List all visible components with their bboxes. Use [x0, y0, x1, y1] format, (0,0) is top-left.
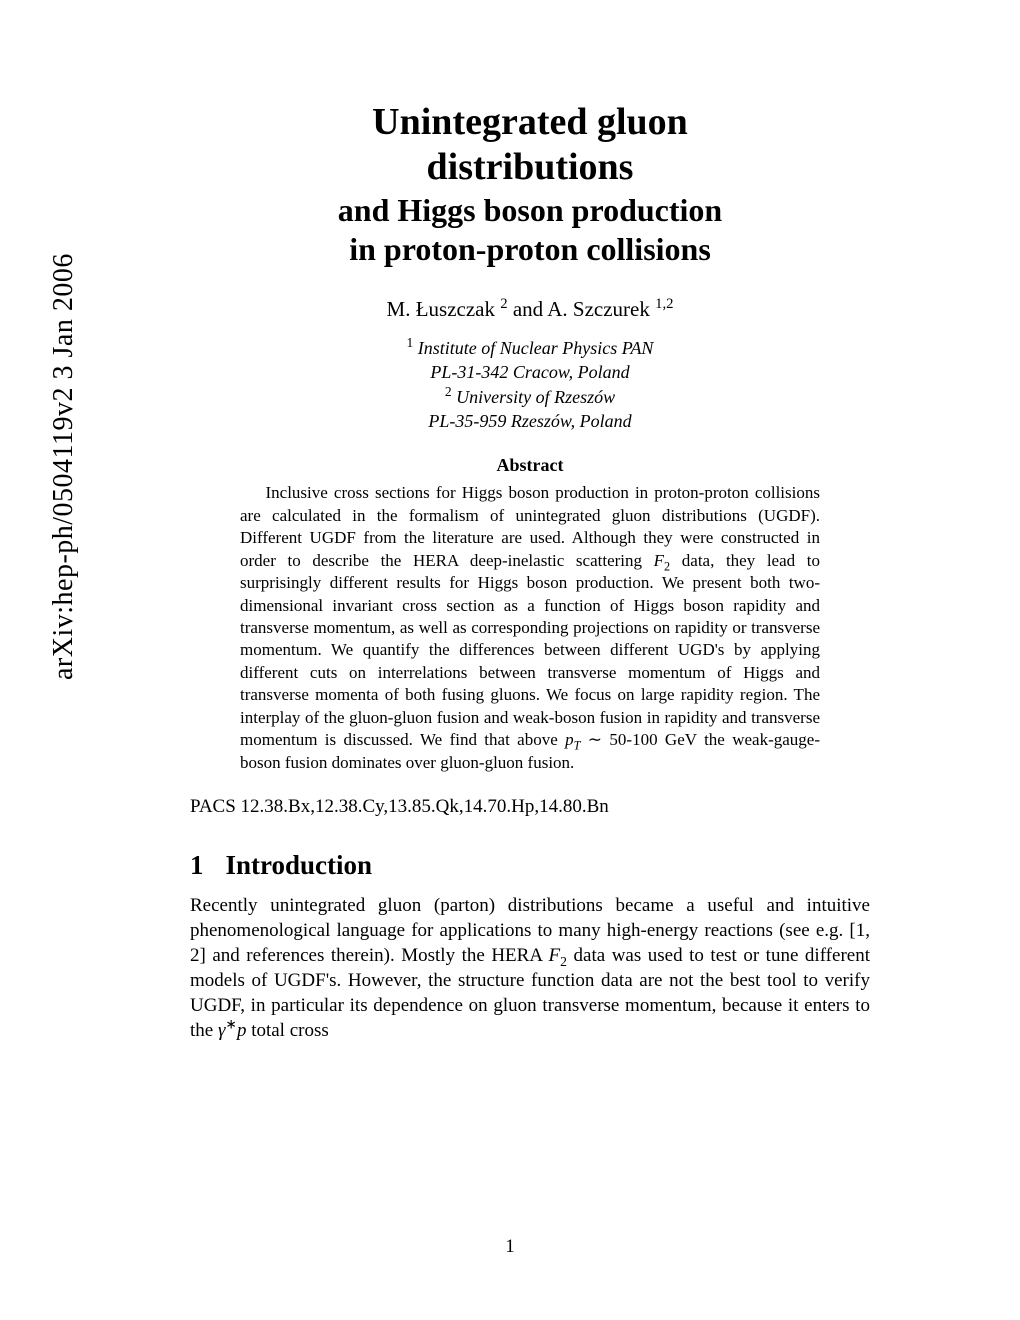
- intro-paragraph: Recently unintegrated gluon (parton) dis…: [190, 893, 870, 1043]
- title-block: Unintegrated gluon distributions and Hig…: [190, 100, 870, 269]
- page-number: 1: [0, 1236, 1020, 1258]
- title-line-4: in proton-proton collisions: [190, 231, 870, 269]
- abstract-pT-p: p: [565, 730, 574, 749]
- arxiv-identifier: arXiv:hep-ph/0504119v2 3 Jan 2006: [48, 253, 80, 680]
- intro-F2-2: 2: [560, 954, 567, 969]
- author-2-aff: 1,2: [655, 296, 673, 312]
- abstract-text: Inclusive cross sections for Higgs boson…: [240, 482, 820, 774]
- authors-line: M. Łuszczak 2 and A. Szczurek 1,2: [190, 297, 870, 322]
- intro-star: ∗: [225, 1017, 236, 1032]
- section-1-num: 1: [190, 850, 204, 881]
- author-1: M. Łuszczak: [387, 297, 495, 321]
- abstract-heading: Abstract: [190, 455, 870, 476]
- intro-part-c: total cross: [246, 1020, 328, 1041]
- aff-2-line-1: University of Rzeszów: [452, 387, 616, 407]
- aff-1-line-1: Institute of Nuclear Physics PAN: [413, 338, 653, 358]
- aff-2-line-2: PL-35-959 Rzeszów, Poland: [428, 411, 631, 431]
- title-line-2: distributions: [190, 145, 870, 190]
- aff-2-sup: 2: [445, 384, 452, 399]
- author-conj: and: [513, 297, 547, 321]
- author-1-aff: 2: [500, 296, 507, 312]
- title-line-3: and Higgs boson production: [190, 192, 870, 230]
- page-content: Unintegrated gluon distributions and Hig…: [190, 100, 870, 1044]
- section-1-heading: 1 Introduction: [190, 850, 870, 881]
- aff-1-line-2: PL-31-342 Cracow, Poland: [430, 362, 629, 382]
- abstract-F2-F: F: [654, 551, 664, 570]
- author-2: A. Szczurek: [547, 297, 650, 321]
- abstract-part-b: data, they lead to surprisingly differen…: [240, 551, 820, 750]
- pacs-line: PACS 12.38.Bx,12.38.Cy,13.85.Qk,14.70.Hp…: [190, 796, 870, 818]
- intro-p: p: [237, 1020, 247, 1041]
- affiliations: 1 Institute of Nuclear Physics PAN PL-31…: [190, 336, 870, 433]
- intro-F2-F: F: [549, 945, 561, 966]
- title-line-1: Unintegrated gluon: [190, 100, 870, 145]
- section-1-title: Introduction: [226, 850, 373, 880]
